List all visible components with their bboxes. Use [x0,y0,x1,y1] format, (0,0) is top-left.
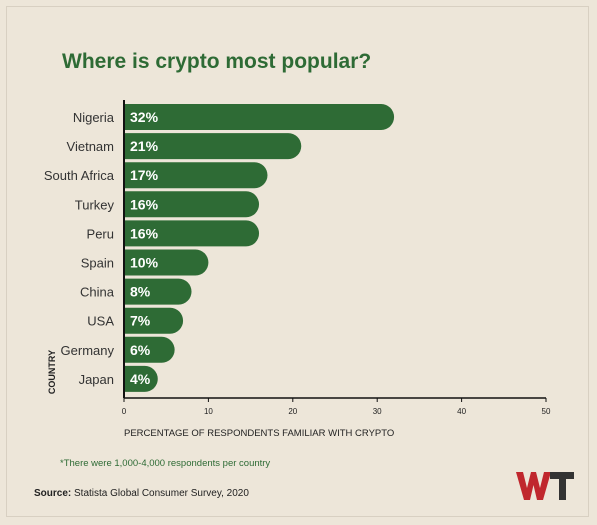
bars-group: 32% 21% 17% 16% 16% 10% 8% 7% 6% 4% [124,104,395,392]
bar-south-africa [124,162,268,189]
category-label-peru: Peru [87,226,114,241]
chart-frame [6,6,589,517]
x-tick-label-30: 30 [373,407,382,416]
bar-japan [124,365,158,392]
bar-vietnam [124,133,302,160]
x-tick-label-10: 10 [204,407,213,416]
wt-logo-icon [516,472,574,500]
category-label-spain: Spain [81,256,114,271]
bar-turkey [124,191,260,218]
bar-spain [124,249,209,276]
axes-group: Nigeria Vietnam South Africa Turkey Peru Spai… [44,100,551,439]
bar-china [124,278,192,305]
data-label-vietnam: 21% [130,138,159,154]
x-tick-label-50: 50 [542,407,551,416]
data-label-china: 8% [130,284,151,300]
y-axis-title: COUNTRY [47,350,57,394]
bar-peru [124,220,260,247]
data-label-spain: 10% [130,255,159,271]
category-label-usa: USA [87,314,114,329]
data-label-peru: 16% [130,225,159,241]
data-label-south-africa: 17% [130,167,159,183]
source-label: Source: [34,488,72,499]
x-tick-label-40: 40 [457,407,466,416]
footnote: *There were 1,000-4,000 respondents per … [60,458,271,469]
chart-title: Where is crypto most popular? [62,50,372,73]
source-line: Source: Statista Global Consumer Survey,… [34,488,249,499]
category-label-germany: Germany [61,343,115,358]
data-label-germany: 6% [130,342,151,358]
category-label-south-africa: South Africa [44,168,115,183]
data-label-turkey: 16% [130,196,159,212]
x-tick-label-0: 0 [122,407,127,416]
data-label-japan: 4% [130,371,151,387]
x-tick-label-20: 20 [288,407,297,416]
data-label-nigeria: 32% [130,109,159,125]
bar-germany [124,336,175,363]
category-label-vietnam: Vietnam [67,139,114,154]
source-text: Statista Global Consumer Survey, 2020 [74,488,249,499]
bar-nigeria [124,104,395,130]
category-label-nigeria: Nigeria [73,110,115,125]
category-label-china: China [80,285,115,300]
category-label-turkey: Turkey [75,197,115,212]
data-label-usa: 7% [130,313,151,329]
bar-usa [124,307,184,334]
category-label-japan: Japan [79,372,114,387]
x-axis-title: PERCENTAGE OF RESPONDENTS FAMILIAR WITH … [124,428,394,439]
